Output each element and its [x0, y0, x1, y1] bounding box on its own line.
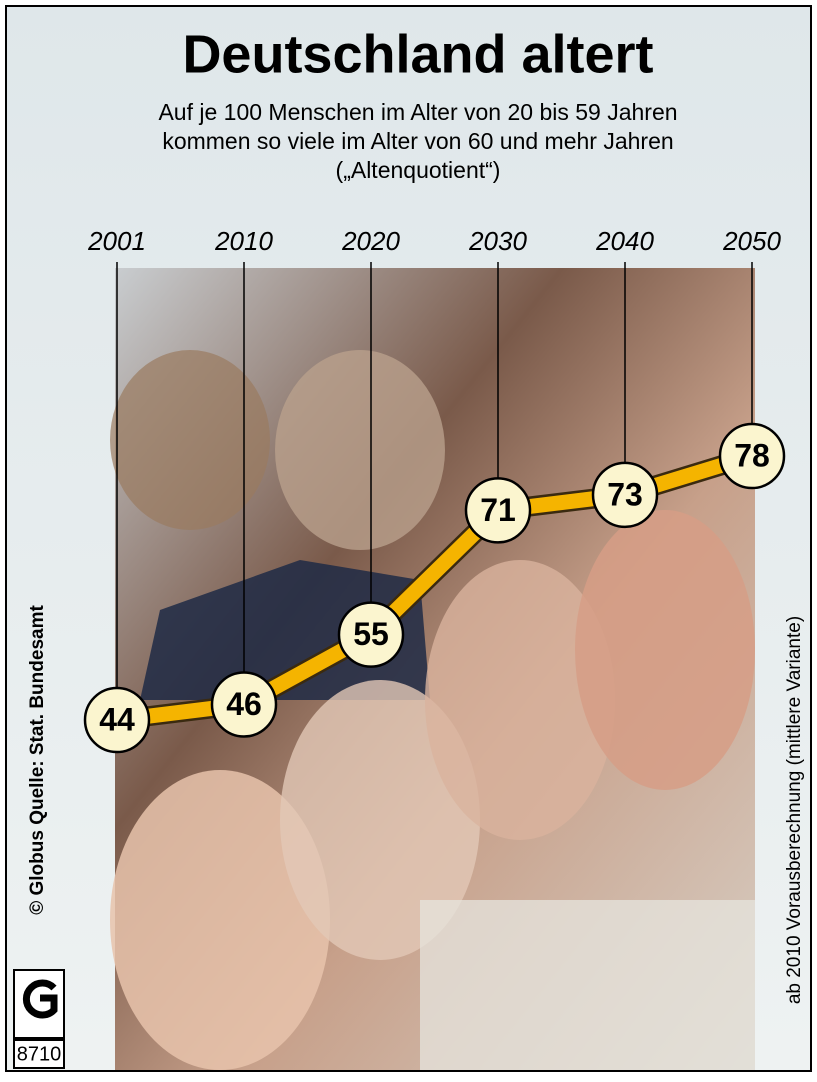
data-label: 73	[607, 476, 643, 512]
subtitle: kommen so viele im Alter von 60 und mehr…	[162, 128, 673, 154]
subtitle: Auf je 100 Menschen im Alter von 20 bis …	[158, 99, 677, 125]
data-label: 71	[480, 492, 516, 528]
x-tick-label: 2020	[341, 226, 400, 256]
x-tick-label: 2050	[722, 226, 781, 256]
data-label: 55	[353, 616, 389, 652]
data-label: 46	[226, 686, 262, 722]
note: ab 2010 Vorausberechnung (mittlere Varia…	[784, 616, 805, 1004]
x-tick-label: 2001	[87, 226, 146, 256]
subtitle: („Altenquotient“)	[336, 157, 501, 183]
chart-title: Deutschland altert	[182, 24, 653, 84]
x-tick-label: 2030	[468, 226, 527, 256]
chart: Deutschland altert Auf je 100 Menschen i…	[0, 0, 817, 1077]
logo: 8710	[14, 970, 64, 1068]
data-label: 44	[99, 701, 135, 737]
page: {"chart_data": {"type": "line", "title":…	[0, 0, 817, 1082]
data-label: 78	[734, 437, 770, 473]
logo-number: 8710	[17, 1043, 62, 1065]
photo-background	[110, 268, 755, 1070]
x-tick-label: 2010	[214, 226, 273, 256]
source: © Globus Quelle: Stat. Bundesamt	[27, 605, 48, 915]
x-tick-label: 2040	[595, 226, 654, 256]
